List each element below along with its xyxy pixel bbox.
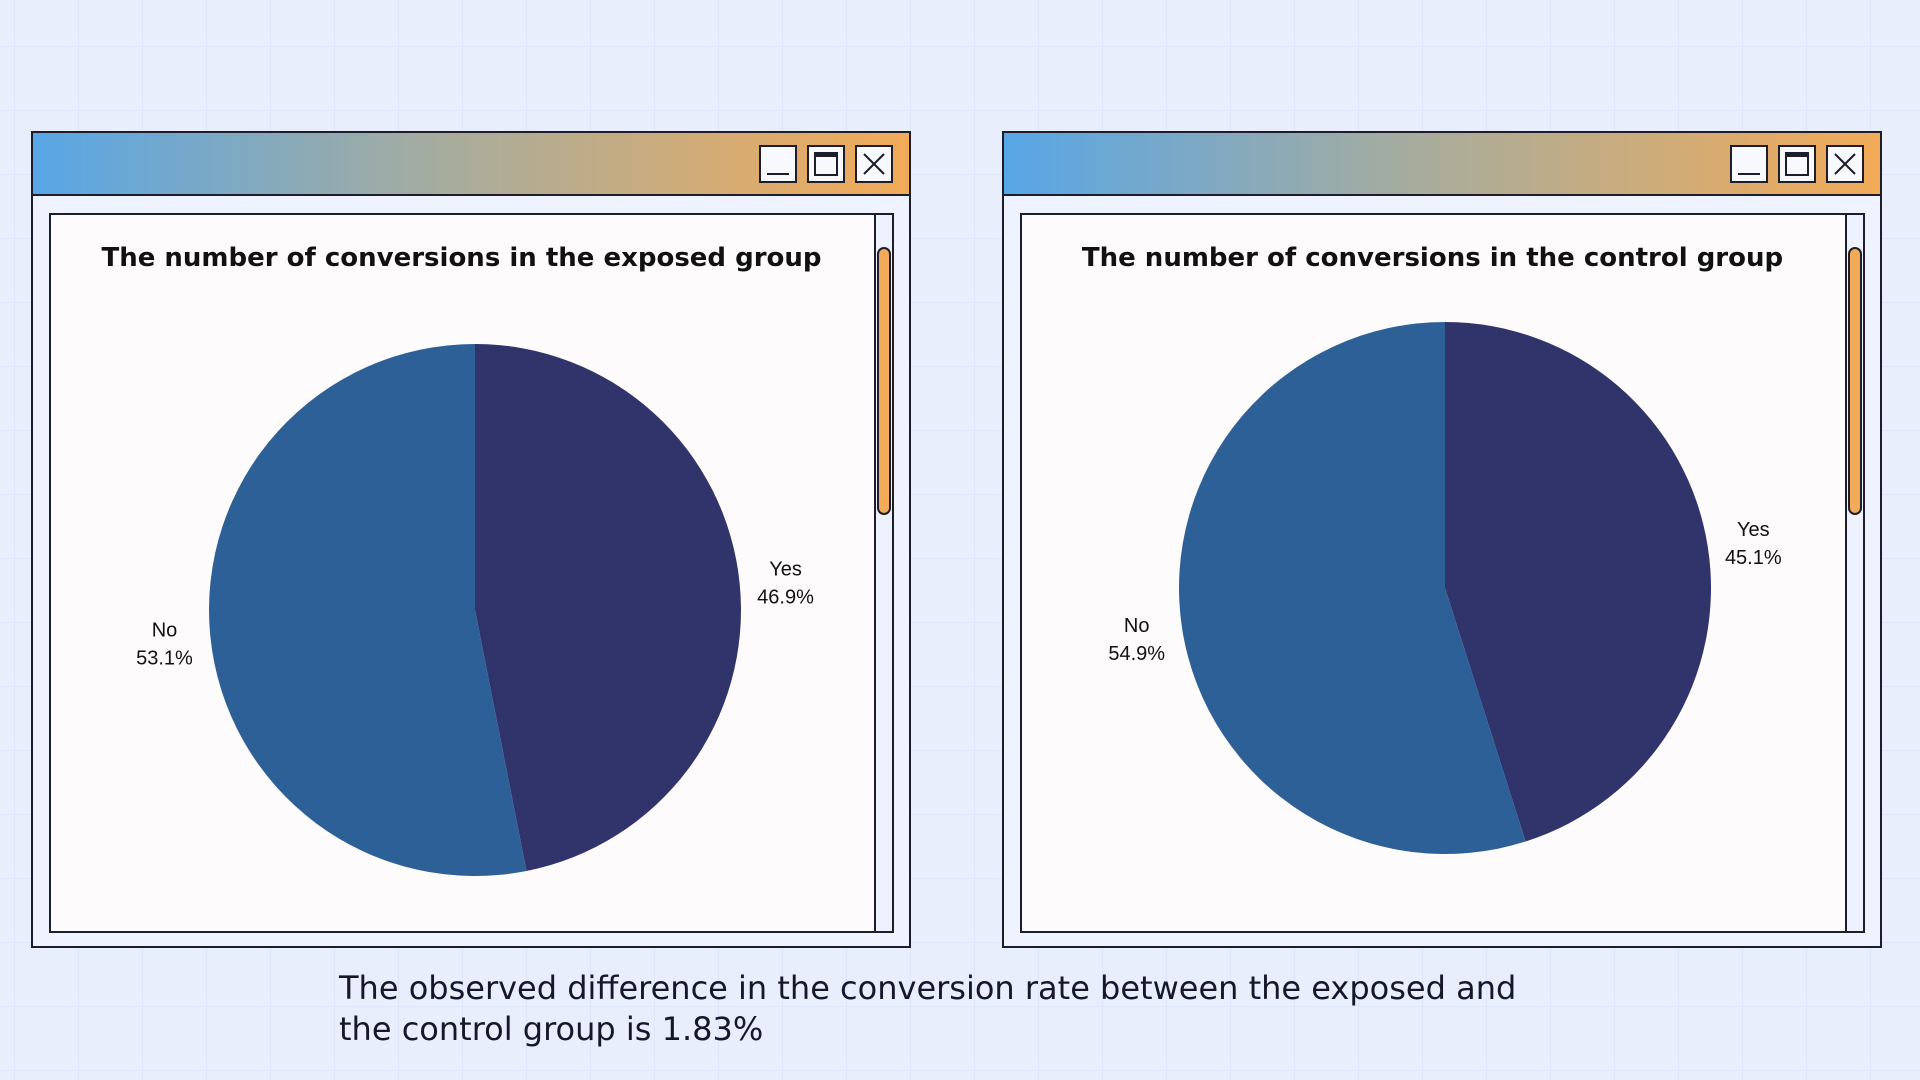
window-titlebar[interactable] — [1004, 133, 1880, 196]
pie-slice-yes — [475, 344, 741, 871]
minimize-icon — [1738, 173, 1760, 175]
minimize-button[interactable] — [759, 145, 797, 183]
slice-label-yes: Yes — [1737, 519, 1770, 541]
window-exposed-group: The number of conversions in the exposed… — [31, 131, 911, 948]
slice-percent-yes: 46.9% — [757, 587, 814, 609]
pie-slice-no — [208, 344, 527, 876]
window-content: The number of conversions in the control… — [1020, 213, 1865, 933]
chart-title: The number of conversions in the control… — [1081, 243, 1784, 273]
maximize-button[interactable] — [807, 145, 845, 183]
window-titlebar[interactable] — [33, 133, 909, 196]
slice-percent-no: 53.1% — [136, 647, 193, 669]
scrollbar-thumb[interactable] — [877, 247, 891, 515]
slice-label-yes: Yes — [769, 559, 802, 581]
window-content: The number of conversions in the exposed… — [49, 213, 894, 933]
caption: The observed difference in the conversio… — [339, 968, 1599, 1050]
close-icon — [863, 153, 885, 175]
close-icon — [1834, 153, 1856, 175]
pie-slice-no — [1179, 321, 1526, 854]
pie-chart-control: Yes 45.1% No 54.9% — [1108, 321, 1782, 854]
slice-percent-no: 54.9% — [1108, 643, 1165, 665]
maximize-icon — [814, 152, 838, 176]
close-button[interactable] — [855, 145, 893, 183]
scrollbar-thumb[interactable] — [1848, 247, 1862, 515]
scrollbar-track[interactable] — [1845, 213, 1865, 933]
caption-line-1: The observed difference in the conversio… — [339, 969, 1517, 1007]
chart-title: The number of conversions in the exposed… — [101, 243, 822, 273]
slice-label-no: No — [1124, 615, 1150, 637]
pie-chart-exposed: Yes 46.9% No 53.1% — [136, 344, 814, 876]
caption-line-2: the control group is 1.83% — [339, 1010, 764, 1048]
minimize-icon — [767, 173, 789, 175]
scrollbar-track[interactable] — [874, 213, 894, 933]
slice-label-no: No — [152, 619, 178, 641]
maximize-icon — [1785, 152, 1809, 176]
maximize-button[interactable] — [1778, 145, 1816, 183]
pie-slice-yes — [1445, 322, 1712, 842]
close-button[interactable] — [1826, 145, 1864, 183]
window-control-group: The number of conversions in the control… — [1002, 131, 1882, 948]
slice-percent-yes: 45.1% — [1725, 547, 1782, 569]
minimize-button[interactable] — [1730, 145, 1768, 183]
